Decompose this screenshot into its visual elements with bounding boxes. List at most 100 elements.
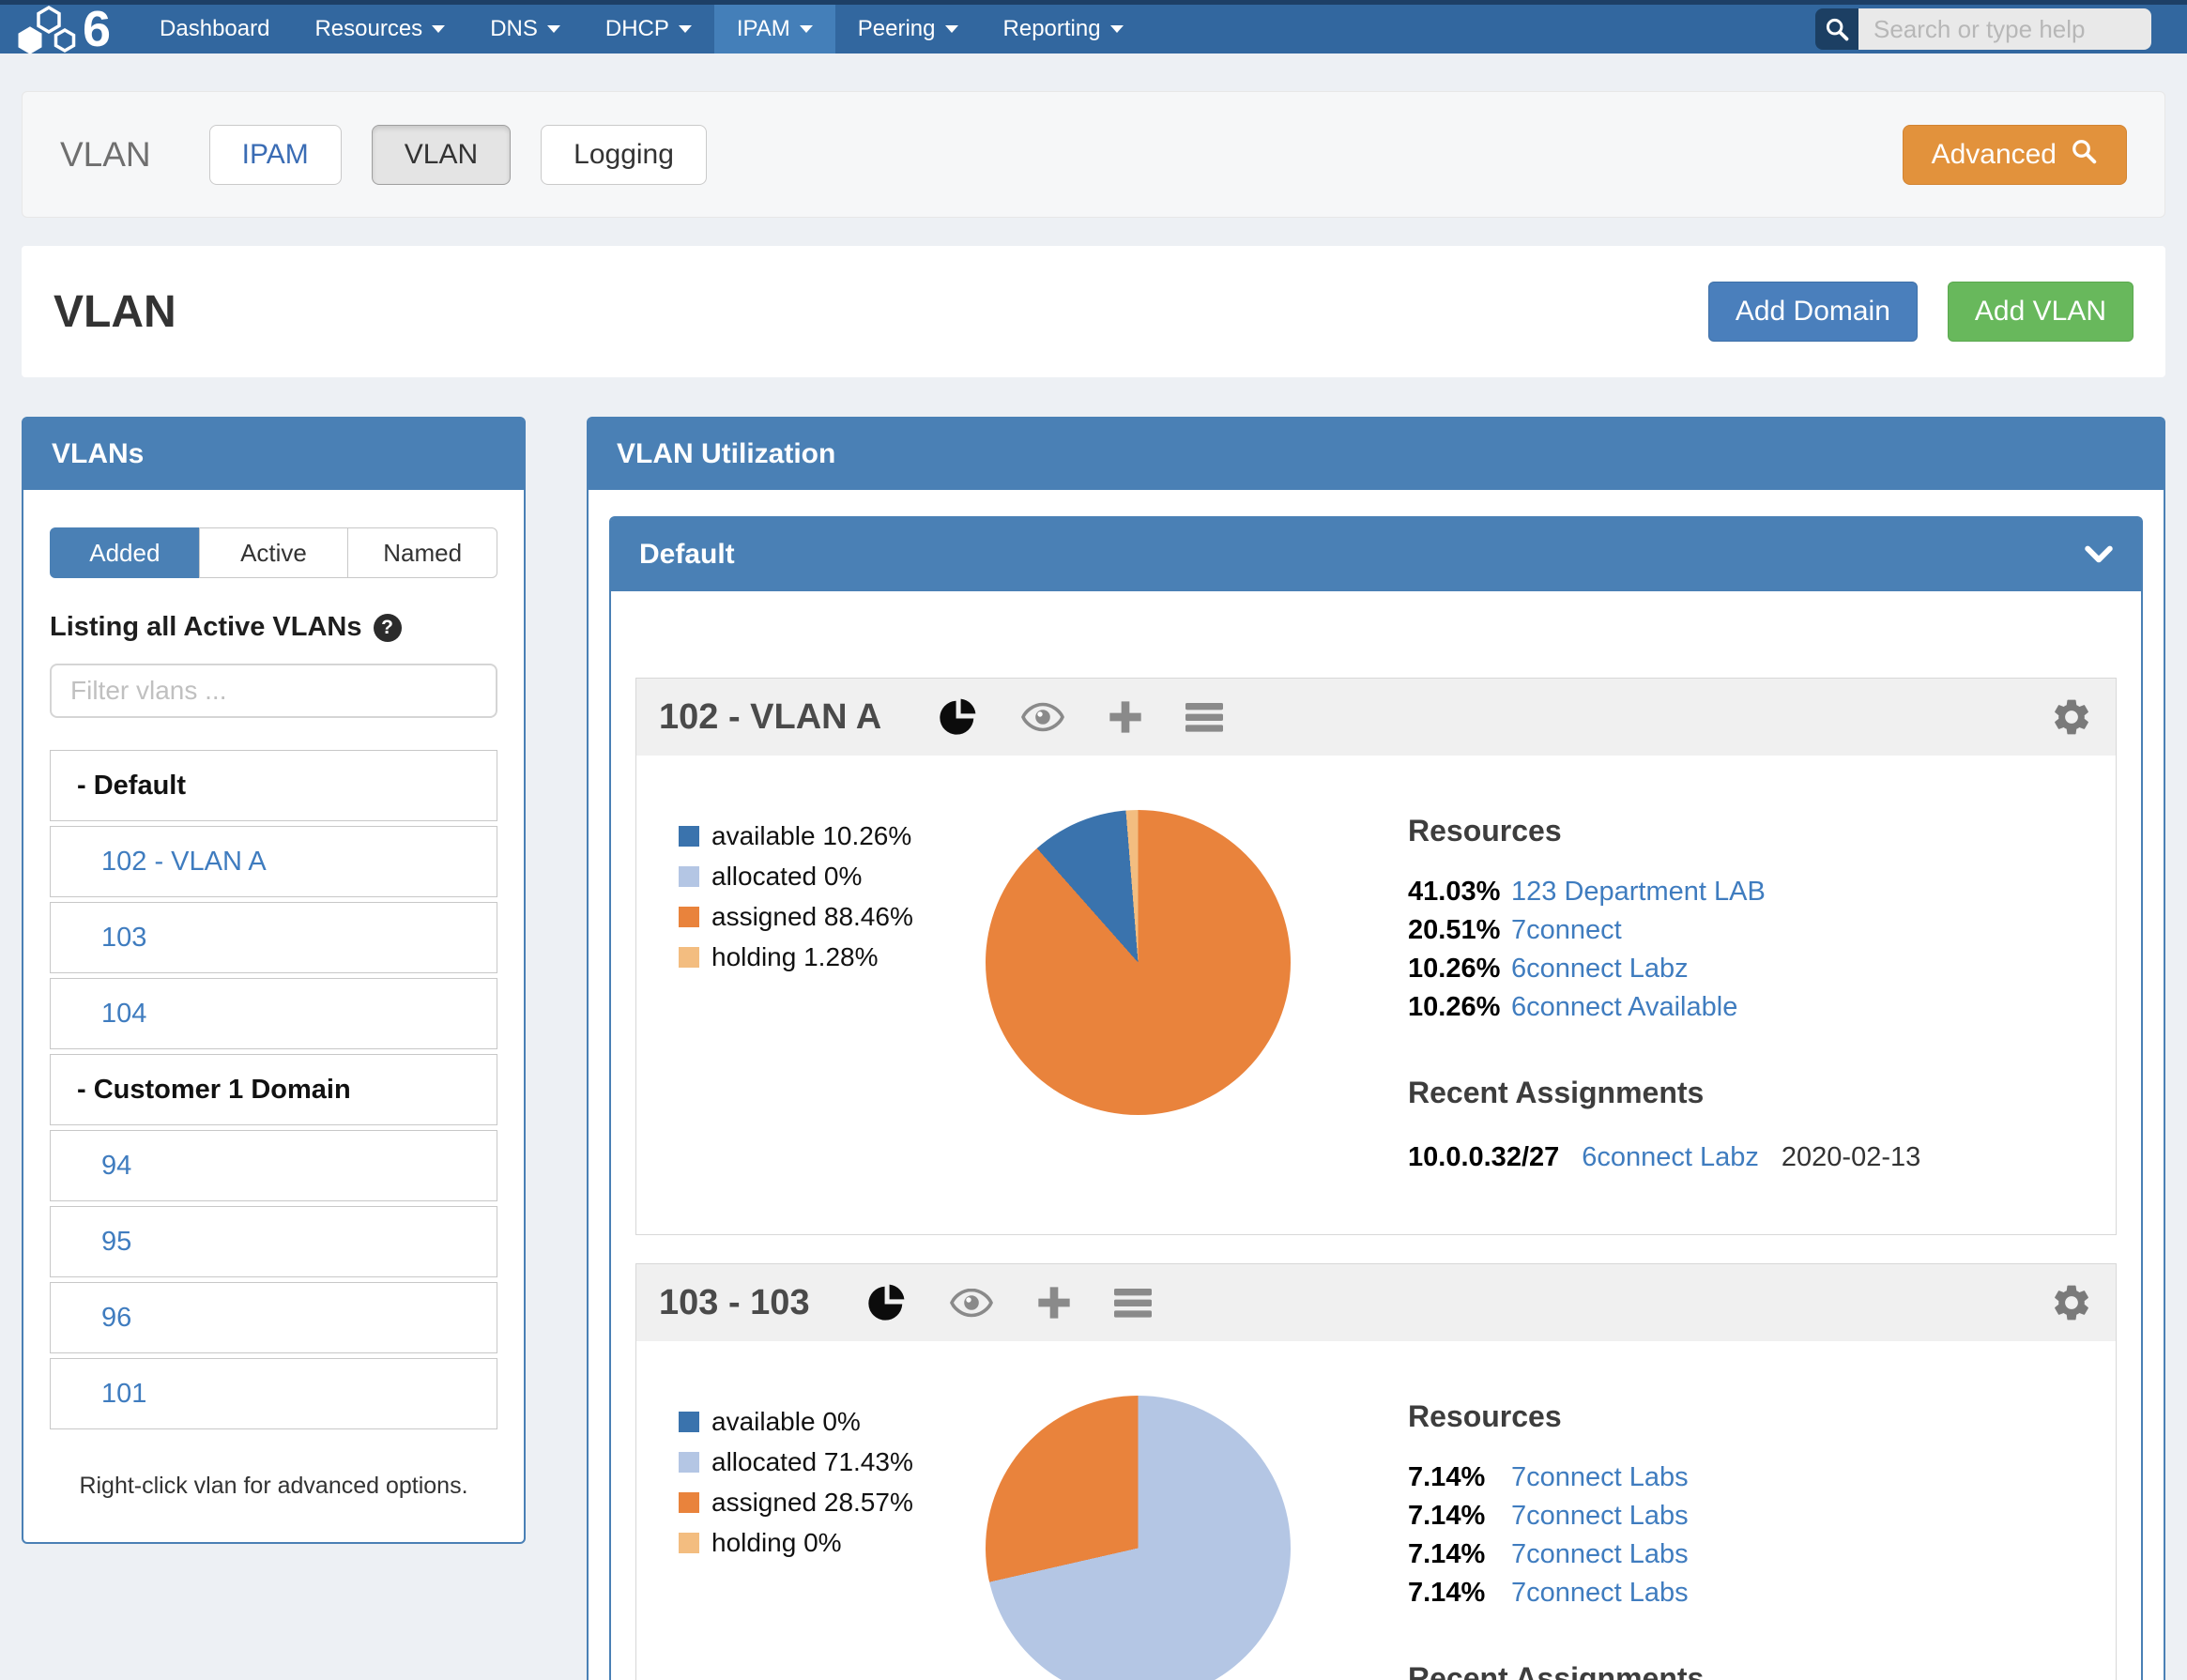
resource-link[interactable]: 123 Department LAB: [1511, 877, 1766, 907]
resource-row: 10.26% 6connect Labz: [1408, 954, 1689, 984]
logo-six-text: 6: [83, 1, 112, 57]
resource-link[interactable]: 7connect Labs: [1511, 1462, 1689, 1492]
vlan-filter-tabs: Added Active Named: [50, 527, 498, 578]
vlan-domain-row[interactable]: - Default: [50, 750, 497, 821]
resource-link[interactable]: 7connect Labs: [1511, 1539, 1689, 1569]
card-title: 102 - VLAN A: [659, 696, 882, 737]
tab-named[interactable]: Named: [347, 527, 498, 578]
search-icon[interactable]: [1815, 8, 1858, 50]
legend-item: assigned 28.57%: [679, 1488, 956, 1518]
main-menu: Dashboard Resources DNS DHCP IPAM Peerin…: [137, 5, 1146, 53]
vlan-row[interactable]: 103: [50, 902, 497, 973]
resource-link[interactable]: 7connect Labs: [1511, 1578, 1689, 1608]
resource-row: 10.26% 6connect Available: [1408, 992, 1738, 1022]
vlan-row[interactable]: 101: [50, 1358, 497, 1429]
search-input[interactable]: [1858, 8, 2151, 50]
legend-item: holding 0%: [679, 1528, 956, 1558]
caret-down-icon: [944, 25, 958, 33]
card-header: 102 - VLAN A: [636, 679, 2116, 756]
tab-ipam[interactable]: IPAM: [208, 124, 342, 185]
chevron-down-icon[interactable]: [2085, 545, 2113, 564]
nav-item-dashboard[interactable]: Dashboard: [160, 16, 270, 41]
search-icon: [2070, 137, 2098, 173]
eye-icon[interactable]: [1020, 701, 1065, 733]
resource-link[interactable]: 7connect Labs: [1511, 1501, 1689, 1531]
filter-vlans-input[interactable]: [50, 664, 497, 718]
nav-item-peering[interactable]: Peering: [835, 5, 981, 53]
default-section-header[interactable]: Default: [611, 518, 2141, 591]
nav-item-reporting[interactable]: Reporting: [981, 5, 1146, 53]
vlan-list: - Default 102 - VLAN A 103 104 - Custome…: [50, 750, 497, 1429]
resource-row: 7.14% 7connect Labs: [1408, 1501, 1689, 1531]
recent-assignment-row: 10.0.0.32/27 6connect Labz 2020-02-13: [1408, 1142, 1921, 1172]
pie-legend: available 10.26% allocated 0% assigned 8…: [679, 810, 956, 1173]
advanced-search-button[interactable]: Advanced: [1902, 124, 2127, 185]
add-vlan-button[interactable]: Add VLAN: [1947, 282, 2133, 342]
legend-swatch: [679, 1452, 699, 1473]
legend-item: allocated 0%: [679, 862, 956, 892]
default-domain-section: Default 102 - VLAN A: [609, 516, 2143, 1680]
vlan-row[interactable]: 102 - VLAN A: [50, 826, 497, 897]
add-domain-button[interactable]: Add Domain: [1707, 282, 1918, 342]
tab-added[interactable]: Added: [50, 527, 200, 578]
hexagons-logo-icon: [13, 4, 81, 54]
vlan-row[interactable]: 104: [50, 978, 497, 1049]
gear-icon[interactable]: [2050, 1281, 2093, 1324]
sidebar-footer-note: Right-click vlan for advanced options.: [79, 1473, 468, 1499]
utilization-pie-chart: [986, 810, 1291, 1115]
resource-row: 7.14% 7connect Labs: [1408, 1578, 1689, 1608]
eye-icon[interactable]: [949, 1287, 994, 1319]
global-search: [1815, 8, 2151, 50]
nav-item-ipam[interactable]: IPAM: [713, 5, 835, 53]
legend-swatch: [679, 1412, 699, 1432]
vlan-row[interactable]: 94: [50, 1130, 497, 1201]
vlan-domain-row[interactable]: - Customer 1 Domain: [50, 1054, 497, 1125]
legend-swatch: [679, 866, 699, 887]
breadcrumb-section-label: VLAN: [60, 134, 151, 174]
legend-item: available 10.26%: [679, 821, 956, 851]
legend-swatch: [679, 1492, 699, 1513]
breadcrumb-bar: VLAN IPAM VLAN Logging Advanced: [22, 91, 2165, 218]
legend-item: available 0%: [679, 1407, 956, 1437]
pie-chart-icon[interactable]: [936, 695, 979, 739]
menu-icon[interactable]: [1185, 701, 1224, 733]
resource-row: 20.51% 7connect: [1408, 915, 1622, 945]
help-icon[interactable]: ?: [373, 613, 402, 642]
resource-link[interactable]: 6connect Available: [1511, 992, 1738, 1022]
recent-assignments-heading: Recent Assignments: [1408, 1076, 1705, 1109]
nav-item-dns[interactable]: DNS: [467, 5, 583, 53]
top-navbar: 6 Dashboard Resources DNS DHCP IPAM Peer…: [0, 0, 2187, 54]
caret-down-icon: [546, 25, 560, 33]
page-header: VLAN Add Domain Add VLAN: [22, 246, 2165, 377]
vlan-row[interactable]: 95: [50, 1206, 497, 1277]
legend-item: assigned 88.46%: [679, 902, 956, 932]
tab-vlan[interactable]: VLAN: [371, 124, 512, 185]
vlan-utilization-title: VLAN Utilization: [589, 419, 2164, 490]
plus-icon[interactable]: [1035, 1284, 1073, 1321]
legend-swatch: [679, 907, 699, 927]
menu-icon[interactable]: [1113, 1287, 1152, 1319]
caret-down-icon: [799, 25, 813, 33]
listing-label: Listing all Active VLANs ?: [50, 612, 497, 643]
tab-active[interactable]: Active: [198, 527, 349, 578]
page-title: VLAN: [54, 286, 176, 337]
vlan-card-103: 103 - 103: [635, 1263, 2117, 1680]
resource-link[interactable]: 7connect: [1511, 915, 1622, 945]
brand-logo[interactable]: 6: [13, 4, 111, 54]
vlan-card-102: 102 - VLAN A: [635, 678, 2117, 1235]
legend-item: allocated 71.43%: [679, 1447, 956, 1477]
assignment-link[interactable]: 6connect Labz: [1582, 1142, 1759, 1172]
resources-heading: Resources: [1408, 814, 1562, 848]
nav-item-dhcp[interactable]: DHCP: [583, 5, 714, 53]
tab-logging[interactable]: Logging: [541, 124, 707, 185]
vlans-sidebar-panel: VLANs Added Active Named Listing all Act…: [22, 417, 526, 1544]
nav-item-resources[interactable]: Resources: [292, 5, 467, 53]
plus-icon[interactable]: [1107, 698, 1144, 736]
card-header: 103 - 103: [636, 1264, 2116, 1341]
utilization-pie-chart: [986, 1396, 1291, 1680]
vlan-row[interactable]: 96: [50, 1282, 497, 1353]
pie-chart-icon[interactable]: [864, 1281, 908, 1324]
resource-link[interactable]: 6connect Labz: [1511, 954, 1689, 984]
legend-swatch: [679, 947, 699, 968]
gear-icon[interactable]: [2050, 695, 2093, 739]
